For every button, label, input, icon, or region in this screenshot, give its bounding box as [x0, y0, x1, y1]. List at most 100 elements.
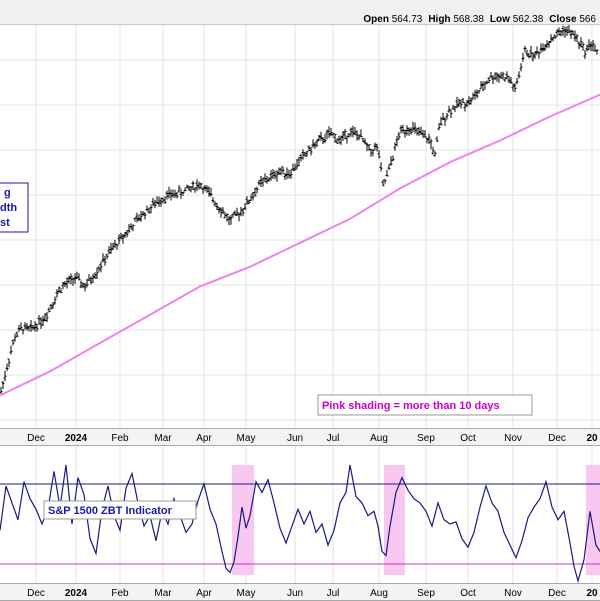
price-bar: [489, 71, 493, 79]
price-bar: [295, 159, 299, 170]
price-bar: [37, 315, 41, 325]
oversold-shading: [232, 465, 600, 575]
price-bar: [339, 135, 343, 145]
price-bar: [455, 96, 459, 109]
price-x-tick-label: Dec: [27, 433, 45, 444]
price-bar: [509, 77, 513, 84]
price-bar: [407, 127, 411, 136]
price-bar: [425, 137, 429, 144]
price-x-tick-label: Jun: [287, 433, 303, 444]
price-bar: [461, 98, 465, 104]
price-bar: [215, 202, 219, 211]
price-bar: [15, 331, 19, 338]
price-bar: [267, 177, 271, 182]
left-annotation-box: [0, 182, 29, 233]
price-bar: [351, 125, 355, 138]
price-bar: [25, 323, 29, 331]
shaded-region-1: [384, 465, 405, 575]
high-value: 568.38: [453, 14, 484, 25]
price-bar: [27, 325, 31, 332]
price-bar: [389, 156, 393, 166]
price-bar: [513, 83, 517, 93]
price-bar: [553, 34, 557, 40]
low-label: Low: [489, 14, 510, 25]
price-bar: [99, 261, 103, 273]
price-bar: [435, 136, 439, 143]
price-bar: [229, 215, 233, 225]
price-bar: [67, 275, 71, 284]
price-bar: [233, 210, 237, 216]
price-x-tick-label: Mar: [154, 433, 172, 444]
price-bar: [327, 126, 331, 138]
price-bar: [385, 169, 389, 177]
price-bar: [135, 212, 139, 223]
indicator-x-tick-label: Apr: [196, 588, 212, 599]
high-label: High: [428, 14, 451, 25]
price-bar: [205, 185, 209, 193]
price-bar: [537, 51, 541, 59]
price-bar: [187, 185, 191, 191]
price-bar: [551, 36, 555, 42]
price-bar: [405, 125, 409, 136]
price-bar: [333, 133, 337, 143]
price-bar: [415, 128, 419, 136]
price-bar: [347, 133, 351, 138]
indicator-x-tick-label: Sep: [417, 588, 435, 599]
price-bar: [245, 196, 249, 205]
price-bar: [243, 203, 247, 211]
price-bar: [525, 49, 529, 57]
indicator-x-tick-label: Jun: [287, 588, 303, 599]
price-bar: [97, 265, 101, 272]
price-bar: [521, 52, 525, 62]
price-bar: [357, 134, 361, 141]
price-bar: [217, 206, 221, 214]
shaded-region-2: [586, 465, 600, 575]
price-x-tick-label: Jul: [327, 433, 340, 444]
price-bar: [123, 231, 127, 238]
price-bar: [7, 358, 11, 368]
price-bar: [301, 149, 305, 160]
price-bar: [107, 246, 111, 255]
price-bar: [165, 190, 169, 200]
indicator-x-tick-label: May: [237, 588, 256, 599]
price-bar: [343, 129, 347, 140]
indicator-x-tick-label: Mar: [154, 588, 172, 599]
moving-average-layer: [0, 93, 600, 397]
price-bar: [531, 52, 535, 62]
price-bar: [197, 181, 201, 190]
price-bar: [241, 208, 245, 217]
price-bar: [453, 106, 457, 112]
price-bar: [279, 167, 283, 176]
price-bar: [47, 307, 51, 313]
price-bar: [85, 278, 89, 288]
price-bar: [227, 215, 231, 226]
left-annotation-line-2: dth: [0, 202, 17, 214]
price-bar: [587, 39, 591, 51]
price-bar: [485, 80, 489, 85]
price-bar: [247, 199, 251, 205]
price-bar: [5, 363, 9, 371]
price-bar: [323, 134, 327, 143]
price-x-tick-label: Dec: [548, 433, 566, 444]
indicator-x-tick-label: Aug: [370, 588, 388, 599]
price-bar: [557, 27, 561, 36]
price-bar: [443, 117, 447, 126]
price-bar: [409, 127, 413, 135]
price-bar: [169, 189, 173, 201]
price-bar: [309, 146, 313, 156]
price-bar: [175, 192, 179, 199]
price-bar: [81, 282, 85, 289]
price-bar: [173, 189, 177, 198]
price-bar: [29, 319, 33, 332]
price-bar: [515, 77, 519, 85]
price-bar: [79, 280, 83, 289]
price-bar: [341, 130, 345, 141]
price-bar: [517, 71, 521, 79]
price-bar: [157, 196, 161, 207]
price-bar: [291, 163, 295, 171]
price-bar: [335, 138, 339, 144]
price-bar: [377, 150, 381, 159]
open-label: Open: [363, 14, 389, 25]
price-bar: [251, 192, 255, 201]
price-bar: [529, 45, 533, 58]
